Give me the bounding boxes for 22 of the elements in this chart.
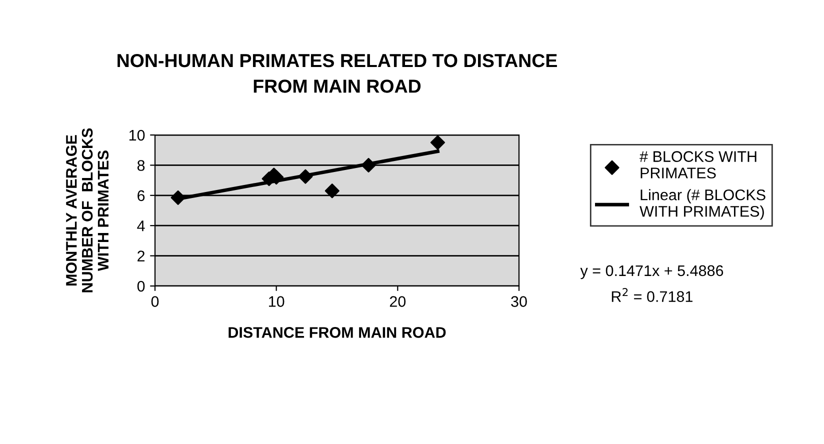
text: y = 0.1471x + 5.4886	[580, 265, 724, 280]
legend-label: Linear (# BLOCKS WITH PRIMATES)	[640, 189, 766, 220]
point	[361, 158, 376, 172]
text: R$^{2}$ = 0.7181	[612, 288, 692, 302]
point	[298, 169, 313, 184]
y-tick-label: 6	[138, 190, 145, 202]
x-axis-title: DISTANCE FROM MAIN ROAD	[228, 327, 446, 338]
y-tick-label: 4	[137, 220, 145, 232]
y-tick-label: 8	[137, 160, 145, 171]
x-tick-label: 10	[269, 296, 284, 307]
y-tick-label: 2	[138, 250, 145, 262]
y-tick-label: 0	[137, 280, 145, 292]
x-tick-label: 0	[151, 296, 159, 307]
y-tick-label: 10	[129, 130, 145, 141]
point	[430, 135, 445, 150]
x-tick-label: 30	[511, 296, 527, 307]
x-tick-label: 20	[390, 296, 406, 307]
point	[324, 184, 340, 198]
point	[170, 190, 186, 205]
y-axis-title: MONTHLY AVERAGE NUMBER OF BLOCKS WITH PRIMATES	[66, 128, 109, 292]
chart-title: NON-HUMAN PRIMATES RELATED TO DISTANCE FROM MAIN ROAD	[118, 54, 557, 93]
legend-label: # BLOCKS WITH PRIMATES	[640, 151, 756, 178]
